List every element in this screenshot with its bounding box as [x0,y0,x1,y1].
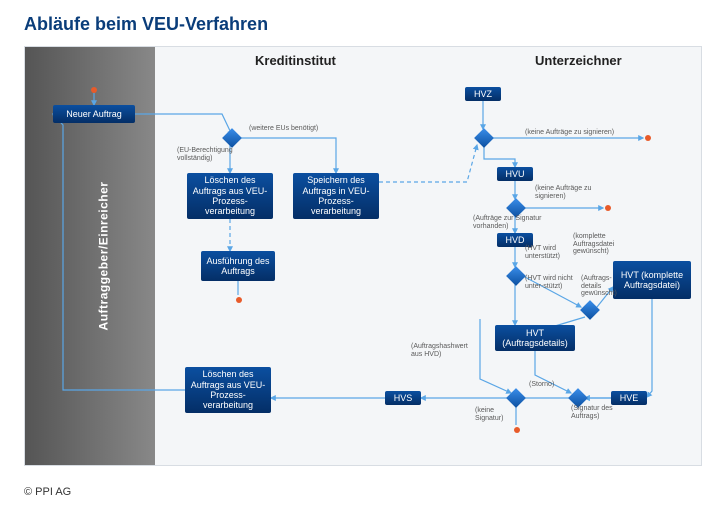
label-eu_vollst: (EU-Berechtigung vollständig) [177,147,237,162]
label-auftr_vorh: (Aufträge zur Signatur vorhanden) [473,215,553,230]
node-hvs: HVS [385,391,421,405]
label-hvt_nicht: (HVT wird nicht unter-stützt) [525,275,575,290]
column-header-kreditinstitut: Kreditinstitut [255,53,336,68]
edge-dhvz-hvu [484,145,515,167]
label-storno: (Storno) [529,381,554,389]
dot-hvu_end [605,205,611,211]
node-speichern: Speichern des Auftrags in VEU-Prozess-ve… [293,173,379,219]
node-neuer_auftrag: Neuer Auftrag [53,105,135,123]
diamond-d_pick [580,300,600,320]
diamond-d_hvz [474,128,494,148]
edge-dmain-speichern [239,138,336,173]
label-eu_benoetigt: (weitere EUs benötigt) [249,125,318,133]
node-hvt_details: HVT (Auftragsdetails) [495,325,575,351]
label-hvt_unter: (HVT wird unterstützt) [525,245,577,260]
label-sig_auftrag: (Signatur des Auftrags) [571,405,621,420]
column-header-unterzeichner: Unterzeichner [535,53,622,68]
node-hvz: HVZ [465,87,501,101]
label-keine_sig: (keine Signatur) [475,407,515,422]
edge-speichern-dhvz [379,145,477,182]
node-hvu: HVU [497,167,533,181]
dot-exec_end [236,297,242,303]
flowchart-canvas: Auftraggeber/Einreicher Kreditinstitut U… [24,46,702,466]
left-column-label: Auftraggeber/Einreicher [96,182,110,331]
diamond-d_sig [506,388,526,408]
diamond-d_hvd [506,266,526,286]
copyright: © PPI AG [24,486,71,498]
edge-kompl-down [647,299,652,397]
label-keine_auftr1: (keine Aufträge zu signieren) [525,129,614,137]
label-keine_auftr2: (keine Aufträge zu signieren) [535,185,593,200]
dot-start [91,87,97,93]
node-loeschen_k: Löschen des Auftrags aus VEU-Prozess-ver… [187,173,273,219]
node-loeschen_u: Löschen des Auftrags aus VEU-Prozess-ver… [185,367,271,413]
node-ausfuehrung: Ausführung des Auftrags [201,251,275,281]
node-hve: HVE [611,391,647,405]
diagram-frame: Abläufe beim VEU-Verfahren Auftraggeber/… [0,0,720,508]
dot-hvz_end [645,135,651,141]
label-details_gew: (Auftrags-details gewünscht) [581,275,627,298]
diamond-d_main [222,128,242,148]
label-hash_hvd: (Auftragshashwert aus HVD) [411,343,481,358]
page-title: Abläufe beim VEU-Verfahren [24,14,268,35]
dot-sig_end [514,427,520,433]
label-kompl_gew: (komplette Auftragsdatei gewünscht) [573,233,631,256]
